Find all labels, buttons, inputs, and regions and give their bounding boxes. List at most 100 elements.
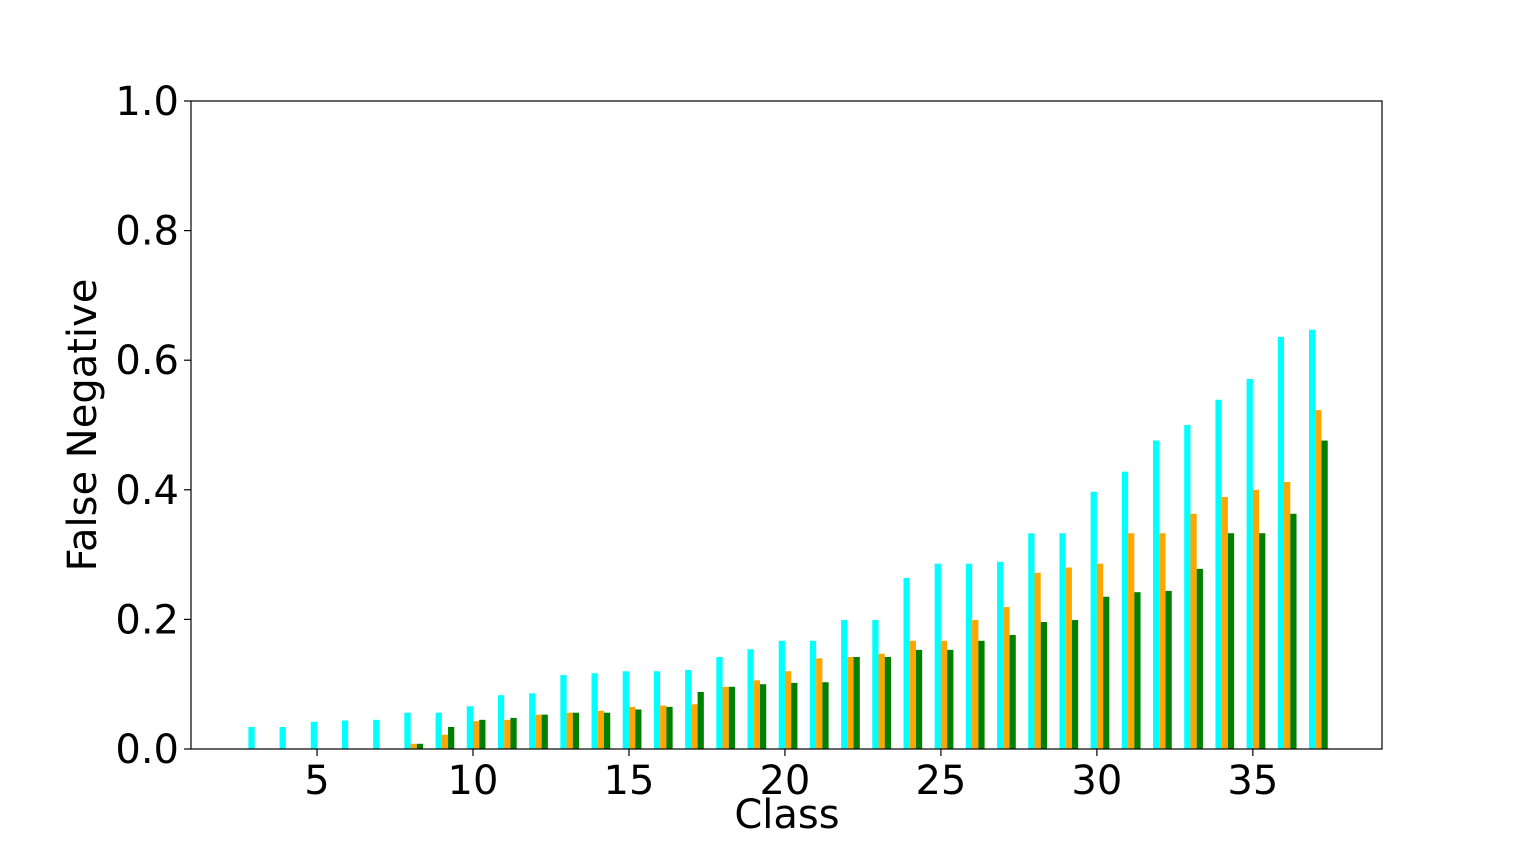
- bar: [716, 656, 723, 749]
- bar: [1159, 533, 1166, 749]
- bar: [778, 640, 785, 749]
- bar: [635, 709, 642, 749]
- bar: [809, 640, 817, 749]
- bar: [404, 712, 411, 749]
- bar: [816, 658, 823, 749]
- bar: [978, 640, 985, 749]
- bar: [1252, 489, 1260, 749]
- bar: [1184, 425, 1191, 749]
- bar: [441, 734, 449, 749]
- y-axis-label: False Negative: [60, 279, 106, 572]
- y-tick-label: 0.8: [115, 209, 179, 255]
- bar: [853, 656, 860, 749]
- bar: [997, 561, 1004, 749]
- plot-frame: [190, 100, 1383, 750]
- bar: [373, 719, 380, 749]
- bar: [753, 680, 760, 749]
- bar: [965, 563, 973, 749]
- bar: [1315, 410, 1322, 749]
- bar: [628, 706, 636, 749]
- bar: [841, 620, 848, 749]
- x-tick-label: 25: [915, 758, 966, 804]
- bar: [279, 726, 286, 749]
- bar: [1009, 634, 1016, 749]
- y-tick-label: 0.0: [115, 727, 179, 773]
- bar: [341, 720, 349, 749]
- bar: [1190, 513, 1197, 749]
- bar: [1284, 482, 1291, 749]
- bar: [504, 719, 511, 749]
- x-tick-label: 20: [759, 758, 810, 804]
- bar: [560, 675, 567, 749]
- bar: [784, 671, 792, 749]
- bar: [1227, 533, 1235, 749]
- bar: [972, 620, 979, 749]
- bar: [691, 704, 698, 749]
- bar: [1090, 491, 1097, 749]
- bar: [416, 743, 424, 749]
- bar: [934, 563, 941, 749]
- x-tick-label: 15: [604, 758, 655, 804]
- bar: [1290, 513, 1297, 749]
- bar: [1277, 336, 1285, 749]
- bar: [410, 743, 417, 749]
- bar: [1003, 607, 1010, 749]
- bar: [1153, 440, 1160, 749]
- bar: [479, 719, 486, 749]
- bar: [1196, 568, 1203, 749]
- bar: [1028, 533, 1035, 749]
- bar: [541, 714, 548, 749]
- bar: [1259, 533, 1266, 749]
- y-tick-label: 0.6: [115, 338, 179, 384]
- bar: [591, 673, 598, 749]
- bar: [1321, 440, 1328, 749]
- bar: [653, 671, 661, 749]
- bar: [1040, 621, 1047, 749]
- bar: [310, 721, 318, 749]
- x-tick-label: 5: [304, 758, 329, 804]
- bar: [697, 691, 704, 749]
- bar: [909, 640, 916, 749]
- bar: [472, 721, 480, 749]
- bar: [1096, 563, 1104, 749]
- bar: [660, 705, 667, 749]
- bar: [685, 669, 692, 749]
- bar: [248, 726, 255, 749]
- bar: [1246, 378, 1253, 749]
- bar: [747, 649, 754, 749]
- bar: [1165, 590, 1172, 749]
- bar: [604, 712, 611, 749]
- bar: [448, 726, 455, 749]
- bar: [566, 712, 573, 749]
- bar: [622, 671, 629, 749]
- bar: [435, 712, 442, 749]
- bar: [822, 682, 829, 749]
- bar: [666, 706, 673, 749]
- bar: [903, 577, 910, 749]
- bar: [466, 706, 473, 749]
- bar: [878, 653, 885, 749]
- bar: [940, 640, 948, 749]
- bar: [847, 656, 854, 749]
- bar: [510, 717, 517, 749]
- y-tick-label: 0.4: [115, 468, 179, 514]
- bar: [1309, 329, 1316, 749]
- bar: [915, 649, 923, 749]
- x-tick-label: 30: [1071, 758, 1122, 804]
- bar: [1034, 572, 1041, 749]
- bar: [535, 714, 542, 749]
- bar: [872, 620, 879, 749]
- bar: [791, 682, 798, 749]
- y-tick-label: 0.2: [115, 597, 179, 643]
- bar: [529, 693, 536, 749]
- bar: [1071, 620, 1079, 749]
- x-axis-label: Class: [734, 792, 839, 838]
- bar: [722, 686, 729, 749]
- bar: [572, 712, 580, 749]
- bar: [947, 649, 954, 749]
- x-tick-label: 10: [448, 758, 499, 804]
- bar: [497, 695, 505, 749]
- bar: [1065, 567, 1072, 749]
- bar: [884, 656, 892, 749]
